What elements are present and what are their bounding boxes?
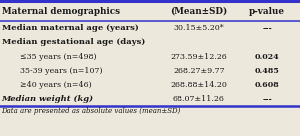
Text: 35-39 years (n=107): 35-39 years (n=107) xyxy=(20,67,102,75)
Text: 273.59±12.26: 273.59±12.26 xyxy=(170,52,227,61)
Text: Maternal demographics: Maternal demographics xyxy=(2,7,119,16)
Text: ≤35 years (n=498): ≤35 years (n=498) xyxy=(20,52,96,61)
Text: ---: --- xyxy=(262,95,272,103)
Text: Median maternal age (years): Median maternal age (years) xyxy=(2,24,138,33)
Text: 268.88±14.20: 268.88±14.20 xyxy=(170,81,227,89)
Text: 30.15±5.20*: 30.15±5.20* xyxy=(173,24,224,33)
Text: 0.024: 0.024 xyxy=(255,52,279,61)
Text: 0.485: 0.485 xyxy=(255,67,279,75)
Text: 68.07±11.26: 68.07±11.26 xyxy=(173,95,225,103)
Text: Median weight (kg): Median weight (kg) xyxy=(2,95,94,103)
Text: 0.608: 0.608 xyxy=(255,81,279,89)
Text: p-value: p-value xyxy=(249,7,285,16)
Text: ---: --- xyxy=(262,24,272,33)
Text: Data are presented as absolute values (mean±SD): Data are presented as absolute values (m… xyxy=(2,107,181,115)
Text: Median gestational age (days): Median gestational age (days) xyxy=(2,38,145,47)
Text: (Mean±SD): (Mean±SD) xyxy=(170,7,227,16)
Text: 268.27±9.77: 268.27±9.77 xyxy=(173,67,225,75)
Text: ≥40 years (n=46): ≥40 years (n=46) xyxy=(20,81,91,89)
Bar xyxy=(0,1,300,21)
